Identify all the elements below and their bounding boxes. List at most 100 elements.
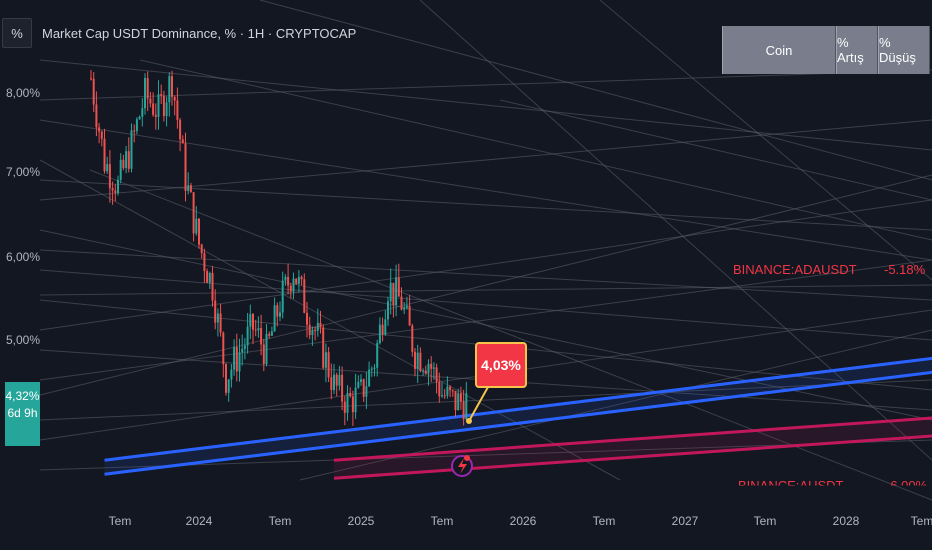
- candle-body: [416, 352, 419, 369]
- candle-body: [387, 301, 389, 320]
- candle-body: [389, 282, 392, 302]
- candle-body: [432, 367, 435, 369]
- candle-body: [414, 351, 416, 369]
- candle-body: [446, 386, 449, 396]
- candle-body: [316, 322, 319, 332]
- candle-body: [397, 277, 400, 297]
- trendline-lower: [104, 370, 932, 476]
- y-axis-label: 8,00%: [6, 86, 41, 100]
- candle-body: [198, 218, 200, 245]
- candle-body: [435, 367, 438, 382]
- drawn-line: [39, 174, 932, 396]
- candle-body: [176, 100, 179, 120]
- trendline-upper: [333, 416, 932, 462]
- candle-body: [427, 363, 430, 374]
- candle-body: [279, 312, 281, 317]
- candle-body: [341, 374, 344, 402]
- coin-table-header: Coin % Artış % Düşüş: [722, 26, 930, 74]
- candle-body: [152, 103, 155, 115]
- x-axis-label: Tem: [910, 514, 932, 528]
- drawn-line: [599, 0, 932, 281]
- candle-body: [343, 401, 346, 413]
- candle-body: [162, 95, 165, 117]
- chart-title[interactable]: Market Cap USDT Dominance, % · 1H · CRYP…: [42, 25, 357, 41]
- candle-body: [98, 127, 101, 132]
- x-axis-label: Tem: [430, 514, 454, 528]
- candle-body: [424, 370, 427, 374]
- candle-body: [138, 116, 141, 120]
- callout-anchor-dot: [466, 418, 472, 424]
- candle-body: [211, 272, 214, 301]
- candle-body: [114, 190, 117, 193]
- candle-body: [419, 352, 422, 371]
- candle-body: [222, 332, 225, 365]
- candle-body: [219, 313, 222, 333]
- candle-body: [149, 98, 152, 104]
- candle-body: [160, 94, 163, 96]
- candle-body: [206, 271, 209, 283]
- candle-body: [243, 345, 246, 349]
- candle-body: [168, 76, 171, 103]
- candle-body: [365, 386, 368, 397]
- candle-body: [195, 218, 198, 234]
- chart-header: % Market Cap USDT Dominance, % · 1H · CR…: [0, 18, 356, 48]
- candle-body: [451, 390, 454, 392]
- red-support-trendline: [333, 416, 932, 480]
- candle-body: [146, 77, 149, 99]
- candle-body: [459, 393, 462, 402]
- candle-body: [257, 327, 260, 331]
- candle-body: [400, 296, 403, 310]
- candle-body: [90, 78, 92, 80]
- drawn-line: [39, 379, 932, 421]
- candle-body: [295, 278, 298, 284]
- drawn-line: [139, 59, 932, 241]
- candle-body: [95, 104, 98, 128]
- price-callout[interactable]: 4,03%: [475, 342, 527, 388]
- candle-body: [214, 300, 217, 323]
- table-row-change: -5.18%: [884, 262, 926, 277]
- candle-body: [265, 333, 268, 365]
- candle-body: [187, 185, 190, 191]
- drawn-line: [39, 59, 932, 151]
- symbol-icon[interactable]: %: [2, 18, 32, 48]
- candle-body: [465, 393, 468, 420]
- y-axis-label: 7,00%: [6, 165, 41, 179]
- candle-body: [338, 374, 341, 386]
- candle-body: [262, 344, 265, 365]
- candle-body: [322, 327, 325, 368]
- table-row-coin: BINANCE:ADAUSDT: [733, 262, 857, 277]
- candle-body: [125, 151, 128, 168]
- candle-body: [306, 312, 308, 325]
- candle-body: [297, 276, 300, 284]
- candle-body: [362, 379, 365, 397]
- candle-body: [324, 352, 327, 368]
- candle-body: [133, 130, 136, 132]
- candle-body: [100, 131, 103, 139]
- candle-body: [422, 370, 425, 372]
- candle-body: [270, 331, 273, 336]
- candle-body: [119, 159, 122, 180]
- candle-body: [411, 325, 414, 352]
- candle-body: [179, 119, 182, 140]
- drawn-line: [39, 119, 932, 261]
- candle-body: [449, 386, 452, 391]
- candle-body: [103, 138, 106, 172]
- candle-body: [273, 305, 276, 332]
- candle-body: [192, 192, 195, 234]
- drawn-line: [259, 0, 932, 181]
- table-row-coin: BINANCE:AUSDT: [738, 478, 844, 493]
- candle-body: [122, 159, 125, 168]
- x-axis-label: 2028: [832, 514, 860, 528]
- trendline-lower: [333, 434, 932, 480]
- lightning-icon[interactable]: [451, 455, 473, 477]
- candle-body: [430, 363, 433, 369]
- candle-body: [111, 188, 114, 191]
- candle-body: [351, 396, 354, 413]
- candle-body: [254, 329, 257, 331]
- candle-body: [357, 381, 360, 388]
- candle-body: [141, 108, 144, 117]
- candle-body: [284, 276, 287, 281]
- candle-body: [438, 381, 441, 397]
- candle-body: [189, 185, 192, 193]
